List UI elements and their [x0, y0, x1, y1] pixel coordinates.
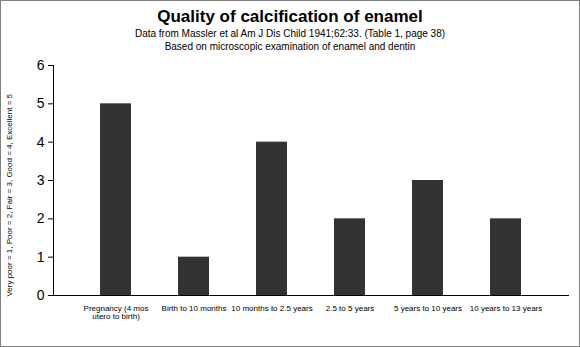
svg-text:10 years to 13 years: 10 years to 13 years	[470, 304, 542, 313]
svg-text:10 months to 2.5 years: 10 months to 2.5 years	[231, 304, 312, 313]
svg-text:2: 2	[37, 210, 45, 226]
svg-text:Pregnancy (4 mosutero to birth: Pregnancy (4 mosutero to birth)	[84, 304, 149, 321]
svg-text:6: 6	[37, 57, 45, 73]
html-text:Quality of calcification of en: Quality of calcification of enamel	[157, 7, 423, 26]
svg-text:Birth to 10 months: Birth to 10 months	[162, 304, 227, 313]
html-text:Data from Massler et al Am J D: Data from Massler et al Am J Dis Child 1…	[134, 28, 446, 39]
html-text:Based on microscopic examinati: Based on microscopic examination of enam…	[164, 41, 416, 52]
svg-text:3: 3	[37, 172, 45, 188]
svg-text:5: 5	[37, 95, 45, 111]
svg-text:1: 1	[37, 249, 45, 265]
svg-text:4: 4	[37, 134, 45, 150]
svg-text:5 years to 10 years: 5 years to 10 years	[394, 304, 462, 313]
svg-text:0: 0	[37, 287, 45, 303]
svg-text:2.5 to 5 years: 2.5 to 5 years	[326, 304, 374, 313]
html-text:Very poor = 1, Poor = 2, Fair: Very poor = 1, Poor = 2, Fair = 3, Good …	[4, 93, 14, 297]
